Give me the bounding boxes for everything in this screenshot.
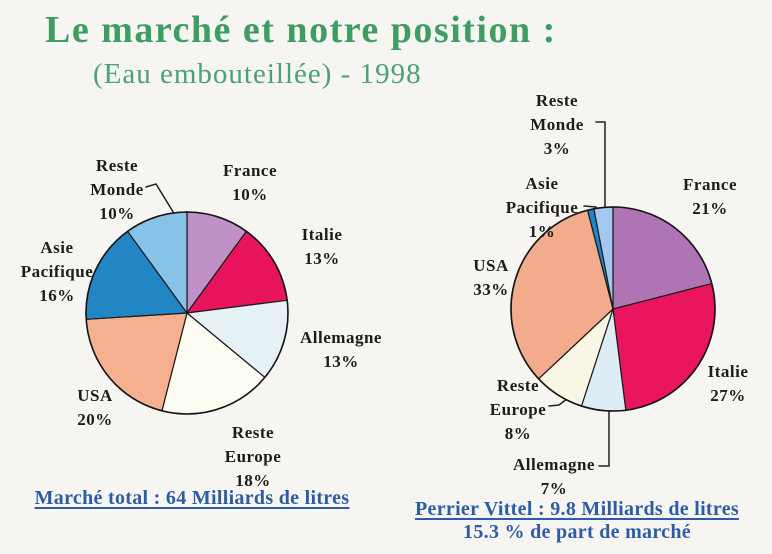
pie-label-reste-europe-right: Reste Europe 8% [489, 376, 547, 443]
pie-label-reste-europe-left: Reste Europe 18% [224, 423, 282, 490]
market-total-caption: Marché total : 64 Milliards de litres [34, 487, 350, 509]
pie-label-italie-right: Italie 27% [707, 362, 749, 405]
pie-outline [85, 211, 289, 415]
pie-label-allemagne-right: Allemagne 7% [513, 455, 595, 498]
pie-chart-market-total [85, 211, 289, 415]
pie-label-usa-left: USA 20% [77, 386, 113, 429]
pie-label-reste-monde-left: Reste Monde 10% [90, 156, 144, 223]
leader-line-reste-monde-left [145, 183, 176, 216]
slide-subtitle: (Eau embouteillée) - 1998 [93, 58, 422, 90]
pie-label-reste-monde-right: Reste Monde 3% [530, 91, 584, 158]
slide-title: Le marché et notre position : [45, 9, 557, 51]
perrier-caption-line1: Perrier Vittel : 9.8 Milliards de litres [415, 498, 739, 520]
pie-outline [510, 206, 716, 412]
pie-label-asie-pacifique-left: Asie Pacifique 16% [20, 238, 94, 305]
pie-label-allemagne-left: Allemagne 13% [300, 328, 382, 371]
pie-chart-perrier-vittel [510, 206, 716, 412]
leader-line-reste-monde-right [595, 121, 606, 219]
perrier-caption-line2: 15.3 % de part de marché [463, 521, 691, 543]
pie-label-italie-left: Italie 13% [301, 225, 343, 268]
pie-label-usa-right: USA 33% [473, 256, 509, 299]
pie-label-france-left: France 10% [223, 161, 277, 204]
pie-label-france-right: France 21% [683, 175, 737, 218]
pie-label-asie-pacifique-right: Asie Pacifique 1% [505, 174, 579, 241]
leader-line-allemagne-right [598, 407, 610, 467]
